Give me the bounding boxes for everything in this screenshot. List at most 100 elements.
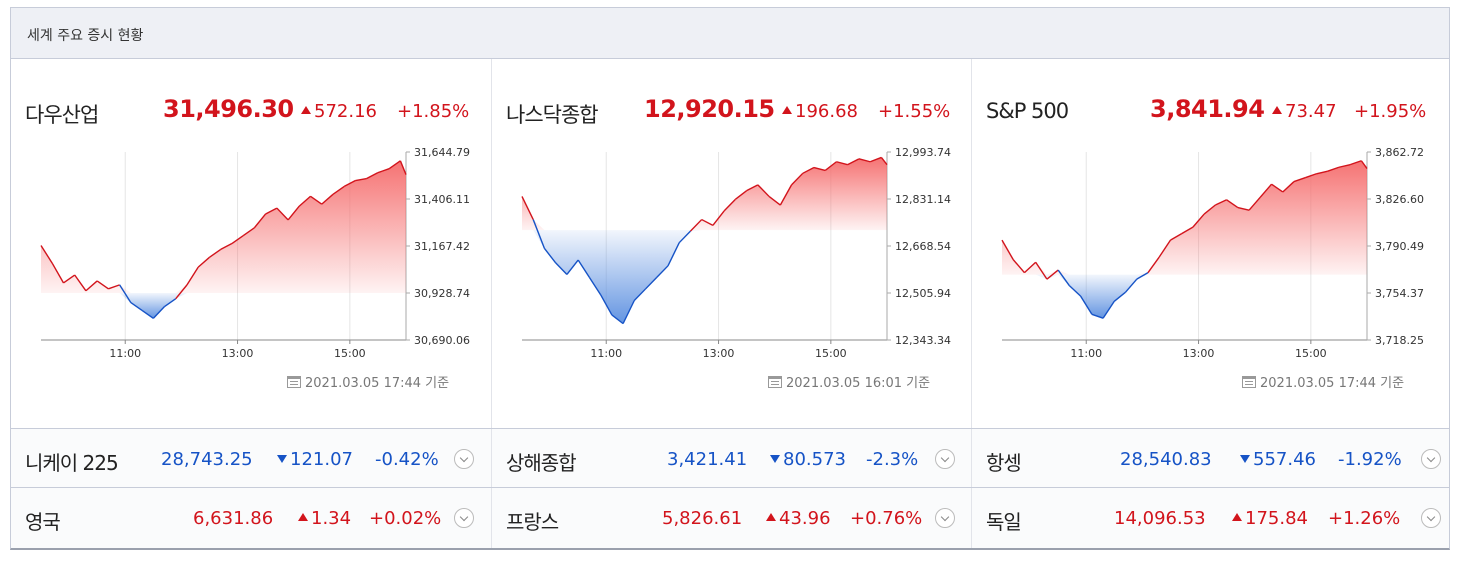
series-line-segment (757, 184, 770, 197)
series-line-segment (1282, 181, 1295, 193)
series-line-segment (723, 198, 736, 212)
series-line-segment (108, 284, 120, 290)
series-line-segment (366, 172, 379, 180)
index-panel-sp500[interactable]: S&P 500 3,841.94 73.47 +1.95% 3,862.72 3,… (971, 59, 1451, 429)
series-line-segment (577, 259, 590, 278)
index-percent: +0.02% (369, 508, 442, 529)
area-above-baseline (522, 157, 887, 231)
series-line-segment (645, 276, 658, 290)
calendar-icon (1242, 376, 1256, 388)
series-line-segment (667, 242, 680, 267)
index-cell-germany[interactable]: 독일 14,096.53 175.84 +1.26% (971, 488, 1451, 548)
chart-timestamp: 2021.03.05 16:01 기준 (768, 372, 930, 391)
series-line-segment (287, 205, 300, 221)
index-cell-hangseng[interactable]: 항셍 28,540.83 557.46 -1.92% (971, 429, 1451, 487)
series-line-segment (1226, 199, 1239, 209)
index-change: 572.16 (301, 101, 377, 122)
series-line-segment (588, 276, 602, 296)
chevron-down-icon[interactable] (1421, 508, 1441, 528)
index-change-value: 557.46 (1253, 449, 1316, 470)
index-change: 121.07 (277, 449, 353, 470)
down-arrow-icon (1240, 455, 1250, 463)
index-change-value: 43.96 (779, 508, 831, 529)
chevron-down-icon[interactable] (454, 449, 474, 469)
up-arrow-icon (298, 513, 308, 521)
index-change-value: 175.84 (1245, 508, 1308, 529)
index-percent: -0.42% (375, 449, 439, 470)
down-arrow-icon (770, 455, 780, 463)
index-cell-nikkei[interactable]: 니케이 225 28,743.25 121.07 -0.42% (11, 429, 491, 487)
chevron-down-icon[interactable] (935, 449, 955, 469)
chevron-down-icon[interactable] (454, 508, 474, 528)
x-tick-label: 11:00 (109, 347, 141, 360)
index-cell-uk[interactable]: 영국 6,631.86 1.34 +0.02% (11, 488, 491, 548)
series-line-segment (1113, 291, 1126, 302)
series-line-segment (1057, 269, 1070, 287)
series-line-segment (836, 161, 848, 166)
up-arrow-icon (782, 106, 792, 114)
chevron-down-icon[interactable] (935, 508, 955, 528)
index-change-value: 1.34 (311, 508, 352, 529)
series-line-segment (1327, 166, 1340, 172)
index-value: 6,631.86 (193, 508, 274, 529)
series-line-segment (1293, 177, 1306, 183)
series-line-segment (242, 227, 255, 237)
series-line-segment (276, 207, 289, 221)
x-tick-label: 11:00 (1070, 347, 1102, 360)
y-tick-label: 12,505.94 (895, 287, 951, 300)
index-change-value: 73.47 (1285, 101, 1337, 122)
up-arrow-icon (766, 513, 776, 521)
index-row: 영국 6,631.86 1.34 +0.02% 프랑스 5,826.61 43.… (11, 487, 1449, 548)
index-value: 12,920.15 (644, 95, 775, 123)
series-line-segment (1192, 213, 1205, 228)
index-row: 니케이 225 28,743.25 121.07 -0.42% 상해종합 3,4… (11, 428, 1449, 487)
down-arrow-icon (277, 455, 287, 463)
index-panel-dow[interactable]: 다우산업 31,496.30 572.16 +1.85% 31,644.79 31… (11, 59, 491, 429)
world-markets-widget: 세계 주요 증시 현황 다우산업 31,496.30 572.16 +1.85%… (10, 7, 1450, 550)
index-value: 3,421.41 (667, 449, 748, 470)
index-cell-shanghai[interactable]: 상해종합 3,421.41 80.573 -2.3% (491, 429, 971, 487)
index-percent: +1.26% (1328, 508, 1401, 529)
series-line-segment (521, 196, 534, 220)
series-line-segment (74, 274, 87, 292)
series-line-segment (152, 306, 166, 319)
area-above-baseline (1002, 160, 1367, 275)
index-change: 73.47 (1272, 101, 1337, 122)
index-percent: +1.55% (878, 101, 951, 122)
timestamp-text: 2021.03.05 17:44 기준 (1260, 376, 1405, 391)
series-line-segment (1259, 183, 1273, 198)
area-below-baseline (41, 293, 406, 319)
index-change-value: 572.16 (314, 101, 377, 122)
series-line-segment (779, 184, 793, 206)
index-value: 5,826.61 (662, 508, 743, 529)
series-line-segment (1125, 278, 1138, 293)
up-arrow-icon (1232, 513, 1242, 521)
y-tick-label: 12,993.74 (895, 146, 951, 159)
y-tick-label: 31,406.11 (414, 193, 470, 206)
series-line-segment (1102, 300, 1115, 319)
index-value: 14,096.53 (1114, 508, 1206, 529)
series-line-segment (1305, 173, 1317, 179)
y-tick-label: 12,343.34 (895, 334, 951, 347)
index-change: 80.573 (770, 449, 846, 470)
index-change: 557.46 (1240, 449, 1316, 470)
series-line-segment (164, 298, 177, 308)
series-line-segment (321, 193, 334, 205)
widget-title: 세계 주요 증시 현황 (27, 28, 144, 44)
series-line-segment (555, 262, 568, 275)
series-line-segment (1360, 160, 1368, 169)
series-line-segment (1046, 269, 1059, 280)
up-arrow-icon (301, 106, 311, 114)
series-line-segment (712, 210, 725, 226)
index-panel-nasdaq[interactable]: 나스닥종합 12,920.15 196.68 +1.55% 12,993.74 1… (491, 59, 971, 429)
series-line-segment (1012, 259, 1025, 274)
series-line-segment (343, 179, 356, 188)
chevron-down-icon[interactable] (1421, 449, 1441, 469)
y-tick-label: 3,790.49 (1375, 240, 1424, 253)
series-line-segment (1158, 239, 1172, 258)
index-cell-france[interactable]: 프랑스 5,826.61 43.96 +0.76% (491, 488, 971, 548)
series-line-segment (532, 219, 546, 249)
area-above-baseline (41, 160, 406, 294)
series-line-segment (566, 259, 579, 275)
index-change: 1.34 (298, 508, 351, 529)
